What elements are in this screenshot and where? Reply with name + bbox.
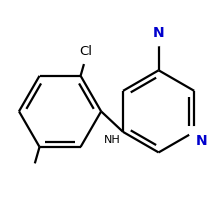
Circle shape (189, 127, 199, 137)
Circle shape (190, 128, 198, 136)
Text: N: N (153, 26, 164, 40)
Text: NH: NH (104, 135, 120, 145)
Circle shape (81, 55, 89, 64)
Text: Cl: Cl (79, 45, 92, 58)
Circle shape (155, 39, 162, 46)
Text: N: N (196, 134, 208, 148)
